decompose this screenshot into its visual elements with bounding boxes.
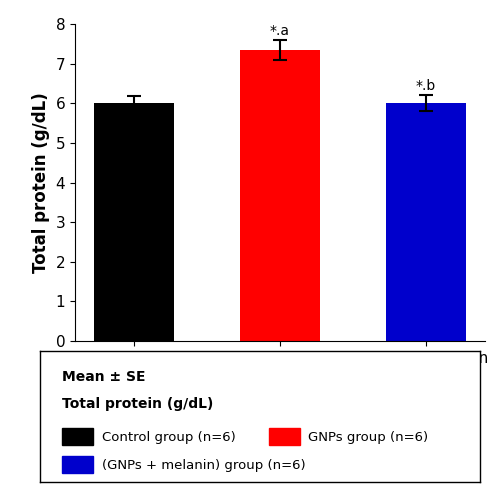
Bar — [386, 103, 466, 341]
Text: Mean ± SE: Mean ± SE — [62, 370, 146, 384]
Bar — [62, 428, 93, 445]
Text: *.b: *.b — [416, 79, 436, 93]
Bar — [240, 50, 320, 341]
Bar — [94, 103, 174, 341]
Text: Control group (n=6): Control group (n=6) — [102, 431, 235, 444]
Y-axis label: Total protein (g/dL): Total protein (g/dL) — [32, 92, 50, 273]
Text: Total protein (g/dL): Total protein (g/dL) — [62, 396, 214, 411]
Text: (GNPs + melanin) group (n=6): (GNPs + melanin) group (n=6) — [102, 459, 305, 471]
Bar — [62, 456, 93, 473]
Text: GNPs group (n=6): GNPs group (n=6) — [308, 431, 428, 444]
Text: *.a: *.a — [270, 24, 290, 38]
Bar — [269, 428, 300, 445]
